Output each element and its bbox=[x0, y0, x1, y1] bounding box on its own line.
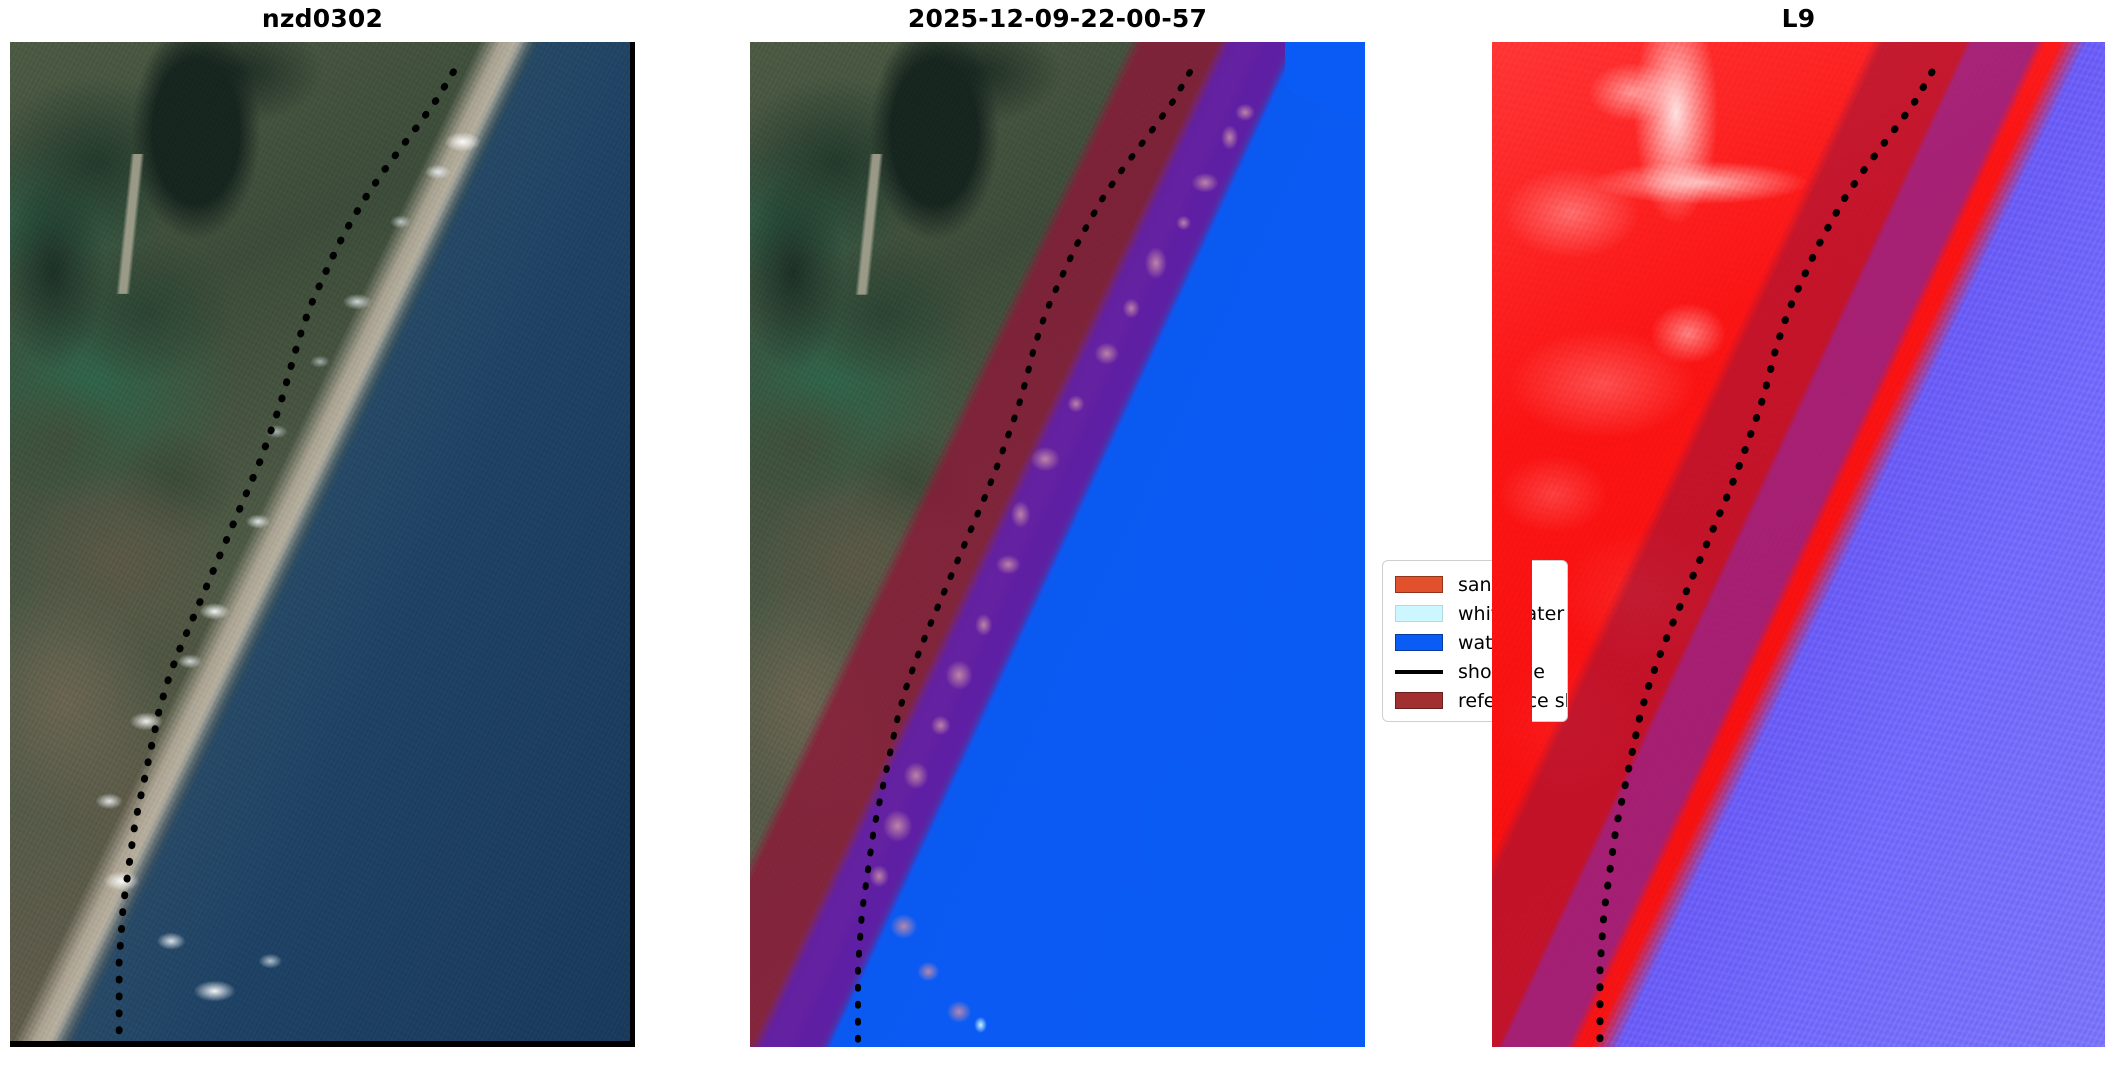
legend-item-whitewater: whitewater bbox=[1383, 599, 1567, 628]
shoreline-line-icon bbox=[1395, 669, 1443, 674]
surf-whitewater-layer bbox=[10, 42, 630, 1041]
reference-buffer-overlay-nir bbox=[1492, 42, 2105, 1047]
panel-title-2: 2025-12-09-22-00-57 bbox=[907, 4, 1208, 33]
water-swatch-icon bbox=[1395, 634, 1443, 651]
legend-item-reference: reference shoreline buffer bbox=[1383, 686, 1567, 715]
whitewater-class-overlay bbox=[750, 42, 1365, 1047]
legend-label-reference: reference shoreline buffer bbox=[1458, 689, 1567, 712]
panel-classification-image[interactable] bbox=[750, 42, 1365, 1047]
panel-rgb-image[interactable] bbox=[10, 42, 635, 1047]
legend-label-shoreline: shoreline bbox=[1458, 660, 1545, 683]
legend-item-water: water bbox=[1383, 628, 1567, 657]
panel-nir-image[interactable] bbox=[1492, 42, 2105, 1047]
sand-swatch-icon bbox=[1395, 576, 1443, 593]
whitewater-swatch-icon bbox=[1395, 605, 1443, 622]
legend-label-water: water bbox=[1458, 631, 1513, 654]
reference-swatch-icon bbox=[1395, 692, 1443, 709]
panel-title-3: L9 bbox=[1781, 4, 1816, 33]
legend: sand whitewater water shoreline referenc… bbox=[1382, 560, 1568, 722]
corner-water-wedge bbox=[1285, 42, 1365, 183]
panel-title-1: nzd0302 bbox=[261, 4, 384, 33]
legend-label-whitewater: whitewater bbox=[1458, 602, 1565, 625]
legend-item-shoreline: shoreline bbox=[1383, 657, 1567, 686]
legend-label-sand: sand bbox=[1458, 573, 1504, 596]
legend-item-sand: sand bbox=[1383, 570, 1567, 599]
